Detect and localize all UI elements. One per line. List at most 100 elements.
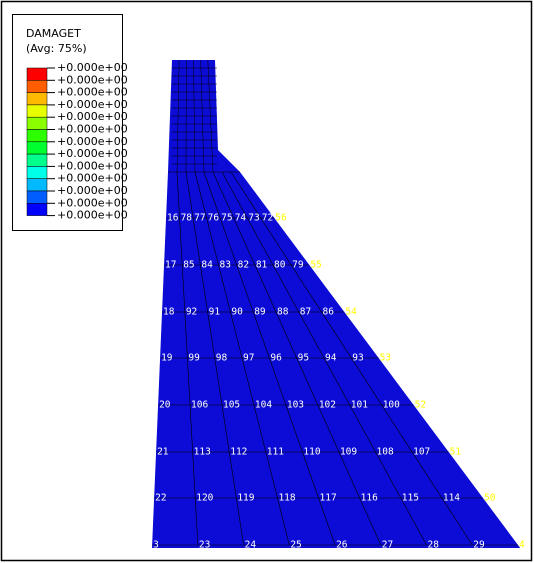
node-label: 91 xyxy=(209,307,221,318)
node-label: 93 xyxy=(352,353,363,364)
node-label: 89 xyxy=(254,307,266,318)
node-label: 99 xyxy=(188,353,200,364)
node-label: 112 xyxy=(230,447,247,458)
mesh-body xyxy=(152,60,521,548)
legend-label: +0.000e+00 xyxy=(57,135,128,148)
legend-label: +0.000e+00 xyxy=(57,209,128,222)
legend-label: +0.000e+00 xyxy=(57,184,128,197)
node-label: 96 xyxy=(270,353,282,364)
legend-label: +0.000e+00 xyxy=(57,86,128,99)
legend-swatch xyxy=(26,141,48,155)
legend-label: +0.000e+00 xyxy=(57,147,128,160)
legend-swatch xyxy=(26,104,48,118)
node-label: 119 xyxy=(237,493,254,504)
node-label: 115 xyxy=(402,493,419,504)
node-label: 110 xyxy=(303,447,320,458)
mesh-line xyxy=(185,171,244,546)
node-label: 54 xyxy=(345,307,357,318)
mesh-line xyxy=(203,171,336,546)
node-label: 19 xyxy=(161,353,173,364)
mesh-line xyxy=(193,59,196,173)
node-label: 98 xyxy=(216,353,228,364)
node-label: 80 xyxy=(274,260,286,271)
node-label: 23 xyxy=(199,540,210,551)
node-label: 26 xyxy=(336,540,348,551)
legend-swatch xyxy=(26,92,48,106)
node-label: 101 xyxy=(351,400,368,411)
node-label: 72 xyxy=(262,213,273,224)
mesh: 16 78 77 76 75 74 73 72 56 17 85 84 83 82 81 80 79 55 18 92… xyxy=(152,59,525,551)
node-label: 111 xyxy=(267,447,284,458)
mesh-line xyxy=(176,59,180,173)
mesh-line xyxy=(207,59,214,173)
legend-label: +0.000e+00 xyxy=(57,172,128,185)
mesh-line xyxy=(212,171,382,546)
node-label: 20 xyxy=(159,400,171,411)
node-label: 120 xyxy=(196,493,213,504)
legend-label: +0.000e+00 xyxy=(57,110,128,123)
node-label: 103 xyxy=(287,400,304,411)
node-label: 87 xyxy=(300,307,311,318)
node-label: 17 xyxy=(165,260,176,271)
legend-swatch xyxy=(26,166,48,179)
node-label: 55 xyxy=(310,260,321,271)
node-label: 107 xyxy=(413,447,430,458)
legend-swatch xyxy=(26,203,48,216)
node-label: 97 xyxy=(243,353,254,364)
node-label: 75 xyxy=(221,213,232,224)
legend-swatch xyxy=(26,67,48,81)
mesh-line xyxy=(176,171,199,546)
node-label: 102 xyxy=(319,400,336,411)
node-label: 3 xyxy=(153,540,159,551)
node-label: 113 xyxy=(194,447,211,458)
node-label: 85 xyxy=(183,260,194,271)
mesh-line xyxy=(230,171,473,546)
node-label: 78 xyxy=(181,213,193,224)
node-label: 76 xyxy=(208,213,220,224)
mesh-line xyxy=(221,171,427,546)
node-label: 21 xyxy=(157,447,169,458)
node-label: 74 xyxy=(235,213,247,224)
legend-label: +0.000e+00 xyxy=(57,123,128,136)
legend-swatch xyxy=(26,80,48,93)
node-label: 29 xyxy=(473,540,485,551)
node-label: 83 xyxy=(220,260,231,271)
legend-label: +0.000e+00 xyxy=(57,61,128,74)
node-label: 73 xyxy=(248,213,259,224)
node-label: 88 xyxy=(277,307,289,318)
legend-swatch xyxy=(26,190,48,204)
node-label: 84 xyxy=(201,260,213,271)
legend-swatch xyxy=(26,129,48,143)
legend-label: +0.000e+00 xyxy=(57,73,128,86)
node-label: 51 xyxy=(450,447,462,458)
node-label: 53 xyxy=(380,353,391,364)
node-label: 81 xyxy=(256,260,268,271)
node-label: 108 xyxy=(377,447,394,458)
mesh-line xyxy=(200,59,205,173)
legend-title: DAMAGET xyxy=(26,27,81,40)
node-label: 56 xyxy=(275,213,287,224)
node-label: 86 xyxy=(323,307,335,318)
legend-label: +0.000e+00 xyxy=(57,159,128,172)
node-label: 28 xyxy=(428,540,440,551)
node-label: 95 xyxy=(298,353,309,364)
node-label: 79 xyxy=(292,260,304,271)
legend-swatch xyxy=(26,116,48,130)
node-label: 114 xyxy=(443,493,460,504)
node-label: 25 xyxy=(290,540,301,551)
mesh-line xyxy=(194,171,290,546)
legend: +0.000e+00+0.000e+00+0.000e+00+0.000e+00… xyxy=(26,61,128,222)
node-label: 50 xyxy=(484,493,496,504)
node-label: 22 xyxy=(155,493,166,504)
node-label: 94 xyxy=(325,353,337,364)
node-label: 105 xyxy=(223,400,240,411)
legend-label: +0.000e+00 xyxy=(57,98,128,111)
node-label: 16 xyxy=(167,213,179,224)
legend-swatch xyxy=(26,178,48,192)
node-label: 52 xyxy=(415,400,426,411)
node-label: 92 xyxy=(186,307,197,318)
node-label: 77 xyxy=(194,213,205,224)
legend-subtitle: (Avg: 75%) xyxy=(26,42,87,55)
node-label: 104 xyxy=(255,400,272,411)
